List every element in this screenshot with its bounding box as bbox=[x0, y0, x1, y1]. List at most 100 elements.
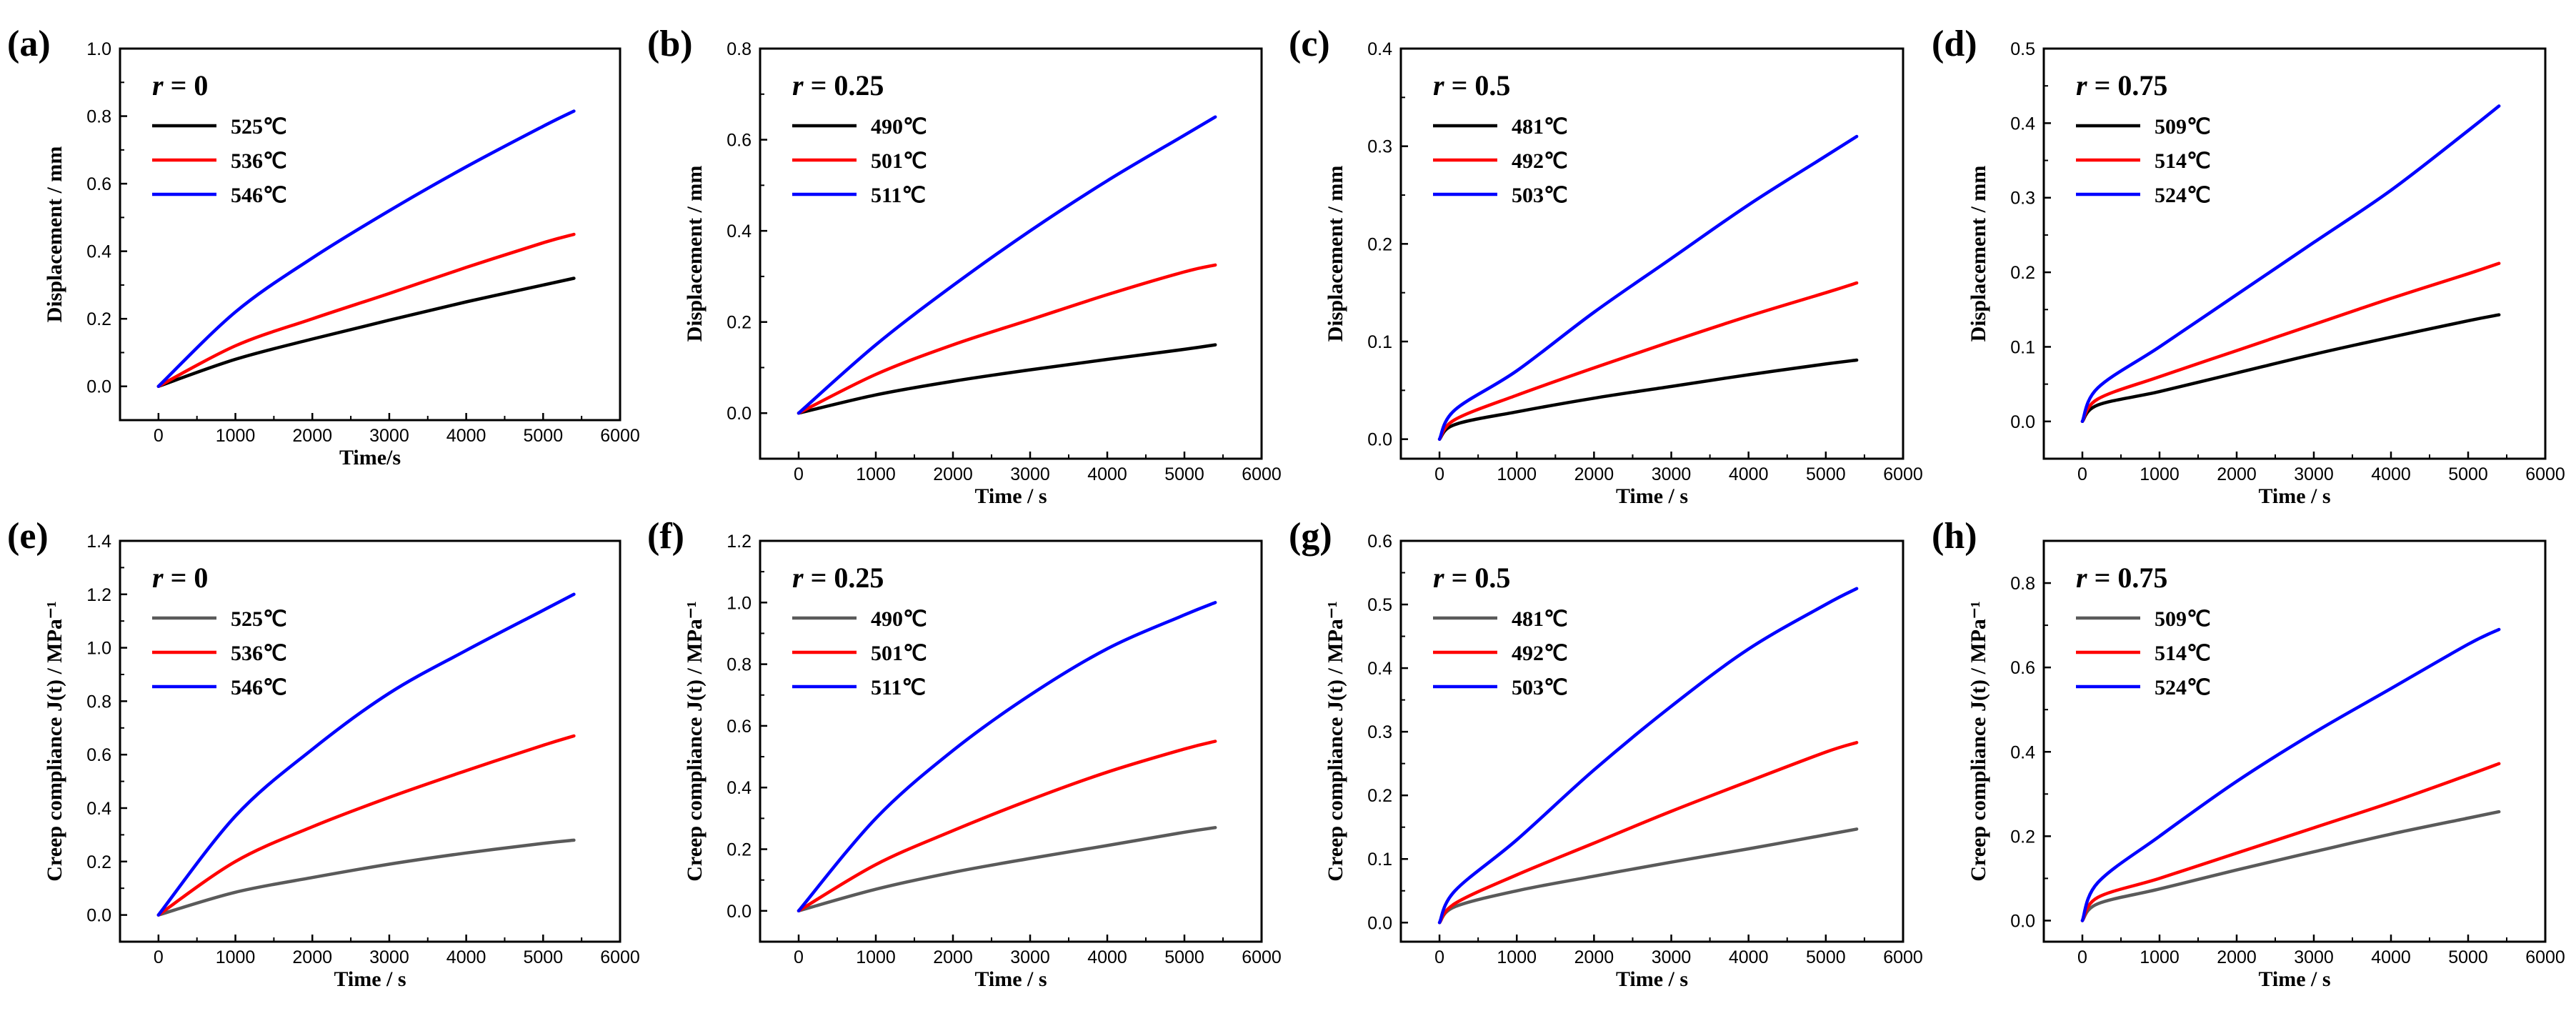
y-tick-label: 0.6 bbox=[86, 174, 111, 194]
y-tick-label: 1.2 bbox=[727, 532, 752, 552]
x-tick-label: 1000 bbox=[1497, 464, 1537, 484]
y-tick-label: 1.4 bbox=[86, 532, 111, 552]
x-tick-label: 6000 bbox=[2525, 464, 2565, 484]
y-tick-label: 0.5 bbox=[2010, 39, 2035, 59]
legend-label: 492℃ bbox=[1512, 642, 1568, 665]
x-tick-label: 3000 bbox=[369, 426, 409, 446]
panel-label: (b) bbox=[647, 24, 693, 64]
y-tick-label: 0.0 bbox=[1367, 430, 1392, 450]
x-tick-label: 5000 bbox=[1164, 947, 1204, 967]
x-tick-label: 5000 bbox=[523, 947, 563, 967]
y-tick-label: 0.2 bbox=[86, 852, 111, 872]
y-tick-label: 0.0 bbox=[727, 902, 752, 922]
plot-frame bbox=[119, 47, 621, 422]
x-tick-label: 1000 bbox=[1497, 947, 1537, 967]
series-line-524 bbox=[2080, 104, 2501, 424]
legend-label: 509℃ bbox=[2155, 115, 2211, 139]
x-tick-label: 1000 bbox=[856, 464, 896, 484]
series-line-481 bbox=[1437, 358, 1859, 441]
y-tick-label: 0.4 bbox=[727, 778, 752, 798]
x-tick-label: 1000 bbox=[856, 947, 896, 967]
series-line-501 bbox=[797, 739, 1217, 913]
x-axis-label: Time / s bbox=[334, 967, 406, 991]
series-line-509 bbox=[2080, 313, 2501, 424]
x-tick-label: 5000 bbox=[2448, 464, 2488, 484]
y-tick-label: 0.3 bbox=[1367, 137, 1392, 157]
y-tick-label: 1.0 bbox=[727, 593, 752, 613]
y-axis-label: Displacement / mm bbox=[683, 166, 707, 342]
legend-label: 525℃ bbox=[231, 115, 287, 139]
x-tick-label: 6000 bbox=[1242, 947, 1282, 967]
legend-label: 492℃ bbox=[1512, 149, 1568, 173]
series-line-511 bbox=[797, 115, 1217, 415]
condition-label: r = 0.5 bbox=[1433, 69, 1510, 101]
series-line-503 bbox=[1437, 134, 1859, 441]
x-tick-label: 4000 bbox=[1087, 464, 1127, 484]
plot-frame bbox=[1399, 539, 1904, 943]
x-tick-label: 4000 bbox=[1729, 464, 1769, 484]
x-tick-label: 0 bbox=[154, 947, 164, 967]
x-tick-label: 2000 bbox=[292, 947, 332, 967]
chart-panel-2: (b) 0 1000 2000 3000 4000 5000 6000 0.0 0.2 0.4 0.6… bbox=[647, 24, 1282, 508]
plot-frame bbox=[759, 539, 1263, 943]
condition-label: r = 0 bbox=[152, 69, 208, 101]
chart-panel-8: (h) 0 1000 2000 3000 4000 5000 6000 0.0 0.2 0.4 0.6… bbox=[1932, 516, 2565, 991]
y-tick-label: 0.0 bbox=[2010, 911, 2035, 931]
chart-panel-3: (c) 0 1000 2000 3000 4000 5000 6000 0.0 0.1 0.2 0.3… bbox=[1289, 24, 1923, 508]
series-line-546 bbox=[156, 109, 576, 388]
condition-label: r = 0.25 bbox=[792, 562, 884, 594]
series-line-511 bbox=[797, 601, 1217, 913]
panel-label: (e) bbox=[7, 516, 49, 557]
x-tick-label: 5000 bbox=[2448, 947, 2488, 967]
y-tick-label: 0.8 bbox=[2010, 574, 2035, 594]
y-axis-label: Displacement / mm bbox=[1324, 166, 1347, 342]
series-line-490 bbox=[797, 826, 1217, 913]
x-tick-label: 6000 bbox=[1883, 947, 1923, 967]
panel-label: (g) bbox=[1289, 516, 1332, 557]
legend-label: 511℃ bbox=[871, 676, 926, 699]
y-tick-label: 0.0 bbox=[86, 377, 111, 397]
x-tick-label: 6000 bbox=[1883, 464, 1923, 484]
chart-panel-5: (e) 0 1000 2000 3000 4000 5000 6000 0.0 0.2 0.4 0.6… bbox=[7, 516, 640, 991]
y-tick-label: 0.4 bbox=[727, 221, 752, 241]
x-tick-label: 2000 bbox=[933, 464, 973, 484]
legend-label: 514℃ bbox=[2155, 149, 2211, 173]
series-line-501 bbox=[797, 263, 1217, 415]
legend-label: 490℃ bbox=[871, 607, 927, 631]
x-tick-label: 0 bbox=[2077, 947, 2087, 967]
x-tick-label: 4000 bbox=[446, 947, 486, 967]
x-tick-label: 4000 bbox=[2371, 464, 2411, 484]
y-tick-label: 0.6 bbox=[727, 717, 752, 737]
x-tick-label: 2000 bbox=[1574, 947, 1614, 967]
y-tick-label: 0.1 bbox=[2010, 337, 2035, 357]
y-axis-label: Displacement / mm bbox=[1967, 166, 1990, 342]
y-tick-label: 1.0 bbox=[86, 39, 111, 59]
series-line-503 bbox=[1437, 587, 1859, 925]
x-tick-label: 0 bbox=[2077, 464, 2087, 484]
x-tick-label: 5000 bbox=[1164, 464, 1204, 484]
condition-label: r = 0.25 bbox=[792, 69, 884, 101]
y-tick-label: 0.8 bbox=[727, 39, 752, 59]
x-tick-label: 3000 bbox=[1010, 464, 1050, 484]
y-tick-label: 0.0 bbox=[86, 906, 111, 926]
legend-label: 501℃ bbox=[871, 149, 927, 173]
panel-label: (h) bbox=[1932, 516, 1977, 557]
y-axis-label: Displacement / mm bbox=[43, 146, 66, 323]
x-tick-label: 6000 bbox=[600, 947, 640, 967]
series-line-536 bbox=[156, 734, 576, 917]
x-tick-label: 3000 bbox=[1652, 464, 1692, 484]
x-tick-label: 6000 bbox=[600, 426, 640, 446]
y-tick-label: 0.0 bbox=[1367, 913, 1392, 933]
legend-label: 501℃ bbox=[871, 642, 927, 665]
chart-panel-6: (f) 0 1000 2000 3000 4000 5000 6000 0.0 0.2 0.4 0.6… bbox=[647, 516, 1282, 991]
y-tick-label: 1.2 bbox=[86, 585, 111, 605]
plot-frame bbox=[759, 47, 1263, 460]
legend-label: 503℃ bbox=[1512, 676, 1568, 699]
condition-label: r = 0.75 bbox=[2076, 562, 2167, 594]
y-tick-label: 0.3 bbox=[1367, 722, 1392, 742]
y-tick-label: 0.6 bbox=[1367, 532, 1392, 552]
y-tick-label: 0.2 bbox=[1367, 234, 1392, 254]
x-axis-label: Time/s bbox=[339, 446, 401, 469]
y-tick-label: 0.2 bbox=[727, 840, 752, 860]
legend-label: 481℃ bbox=[1512, 607, 1568, 631]
